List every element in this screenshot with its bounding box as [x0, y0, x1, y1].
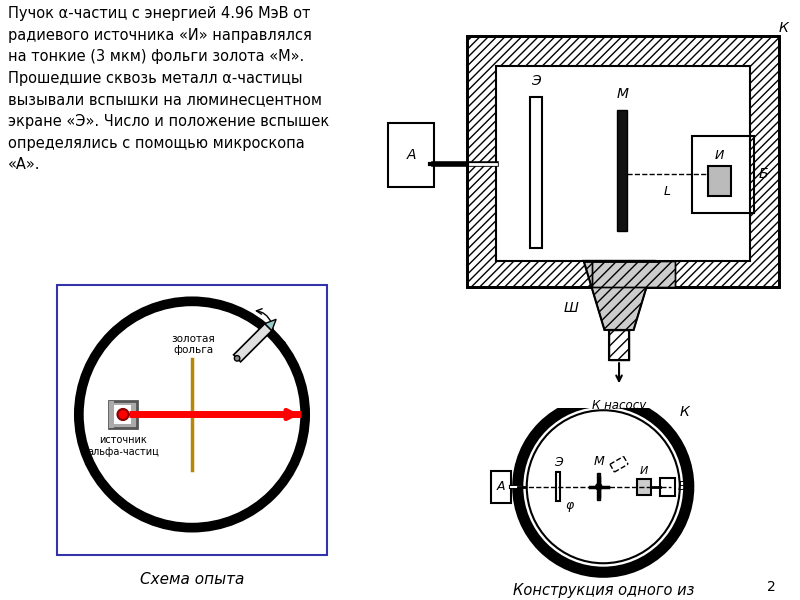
Text: φ: φ — [566, 499, 574, 512]
Text: К: К — [679, 406, 689, 419]
Text: М: М — [616, 87, 628, 101]
Bar — [617, 110, 627, 230]
Circle shape — [118, 409, 129, 420]
Text: Б: Б — [678, 480, 686, 493]
Text: М: М — [594, 455, 604, 467]
Bar — [530, 97, 542, 248]
Bar — [467, 36, 779, 287]
Polygon shape — [234, 323, 272, 362]
Bar — [556, 472, 560, 502]
Text: К насосу: К насосу — [592, 399, 646, 412]
Bar — [496, 67, 750, 261]
Text: Пучок α-частиц с энергией 4.96 МэВ от
радиевого источника «И» направлялся
на тон: Пучок α-частиц с энергией 4.96 МэВ от ра… — [8, 6, 330, 172]
Circle shape — [234, 356, 240, 361]
Text: Ш: Ш — [564, 301, 578, 316]
Polygon shape — [265, 319, 276, 331]
Text: И: И — [639, 466, 648, 475]
Text: Э: Э — [531, 74, 541, 88]
Bar — [659, 478, 675, 496]
Polygon shape — [609, 330, 630, 360]
Text: источник
альфа-частиц: источник альфа-частиц — [87, 435, 159, 457]
Text: Схема опыта: Схема опыта — [140, 572, 244, 587]
Bar — [692, 136, 754, 214]
Bar — [709, 166, 731, 196]
Text: L: L — [663, 185, 670, 198]
Text: А: А — [406, 148, 416, 162]
FancyBboxPatch shape — [490, 471, 511, 503]
Bar — [109, 401, 114, 428]
Polygon shape — [584, 261, 654, 330]
Polygon shape — [592, 261, 675, 287]
Text: Э: Э — [554, 456, 562, 469]
Bar — [597, 473, 600, 500]
FancyBboxPatch shape — [388, 122, 434, 187]
Bar — [467, 36, 779, 287]
Text: А: А — [497, 480, 505, 493]
Text: 2: 2 — [767, 580, 776, 594]
Text: И: И — [714, 149, 723, 161]
Bar — [114, 405, 131, 424]
Text: Б: Б — [758, 167, 768, 181]
Bar — [637, 479, 650, 494]
Text: К: К — [778, 20, 788, 35]
Text: золотая
фольга: золотая фольга — [171, 334, 215, 355]
Bar — [109, 401, 137, 428]
Circle shape — [596, 484, 602, 490]
Text: Конструкция одного из
вариантов прибора: Конструкция одного из вариантов прибора — [513, 583, 694, 600]
